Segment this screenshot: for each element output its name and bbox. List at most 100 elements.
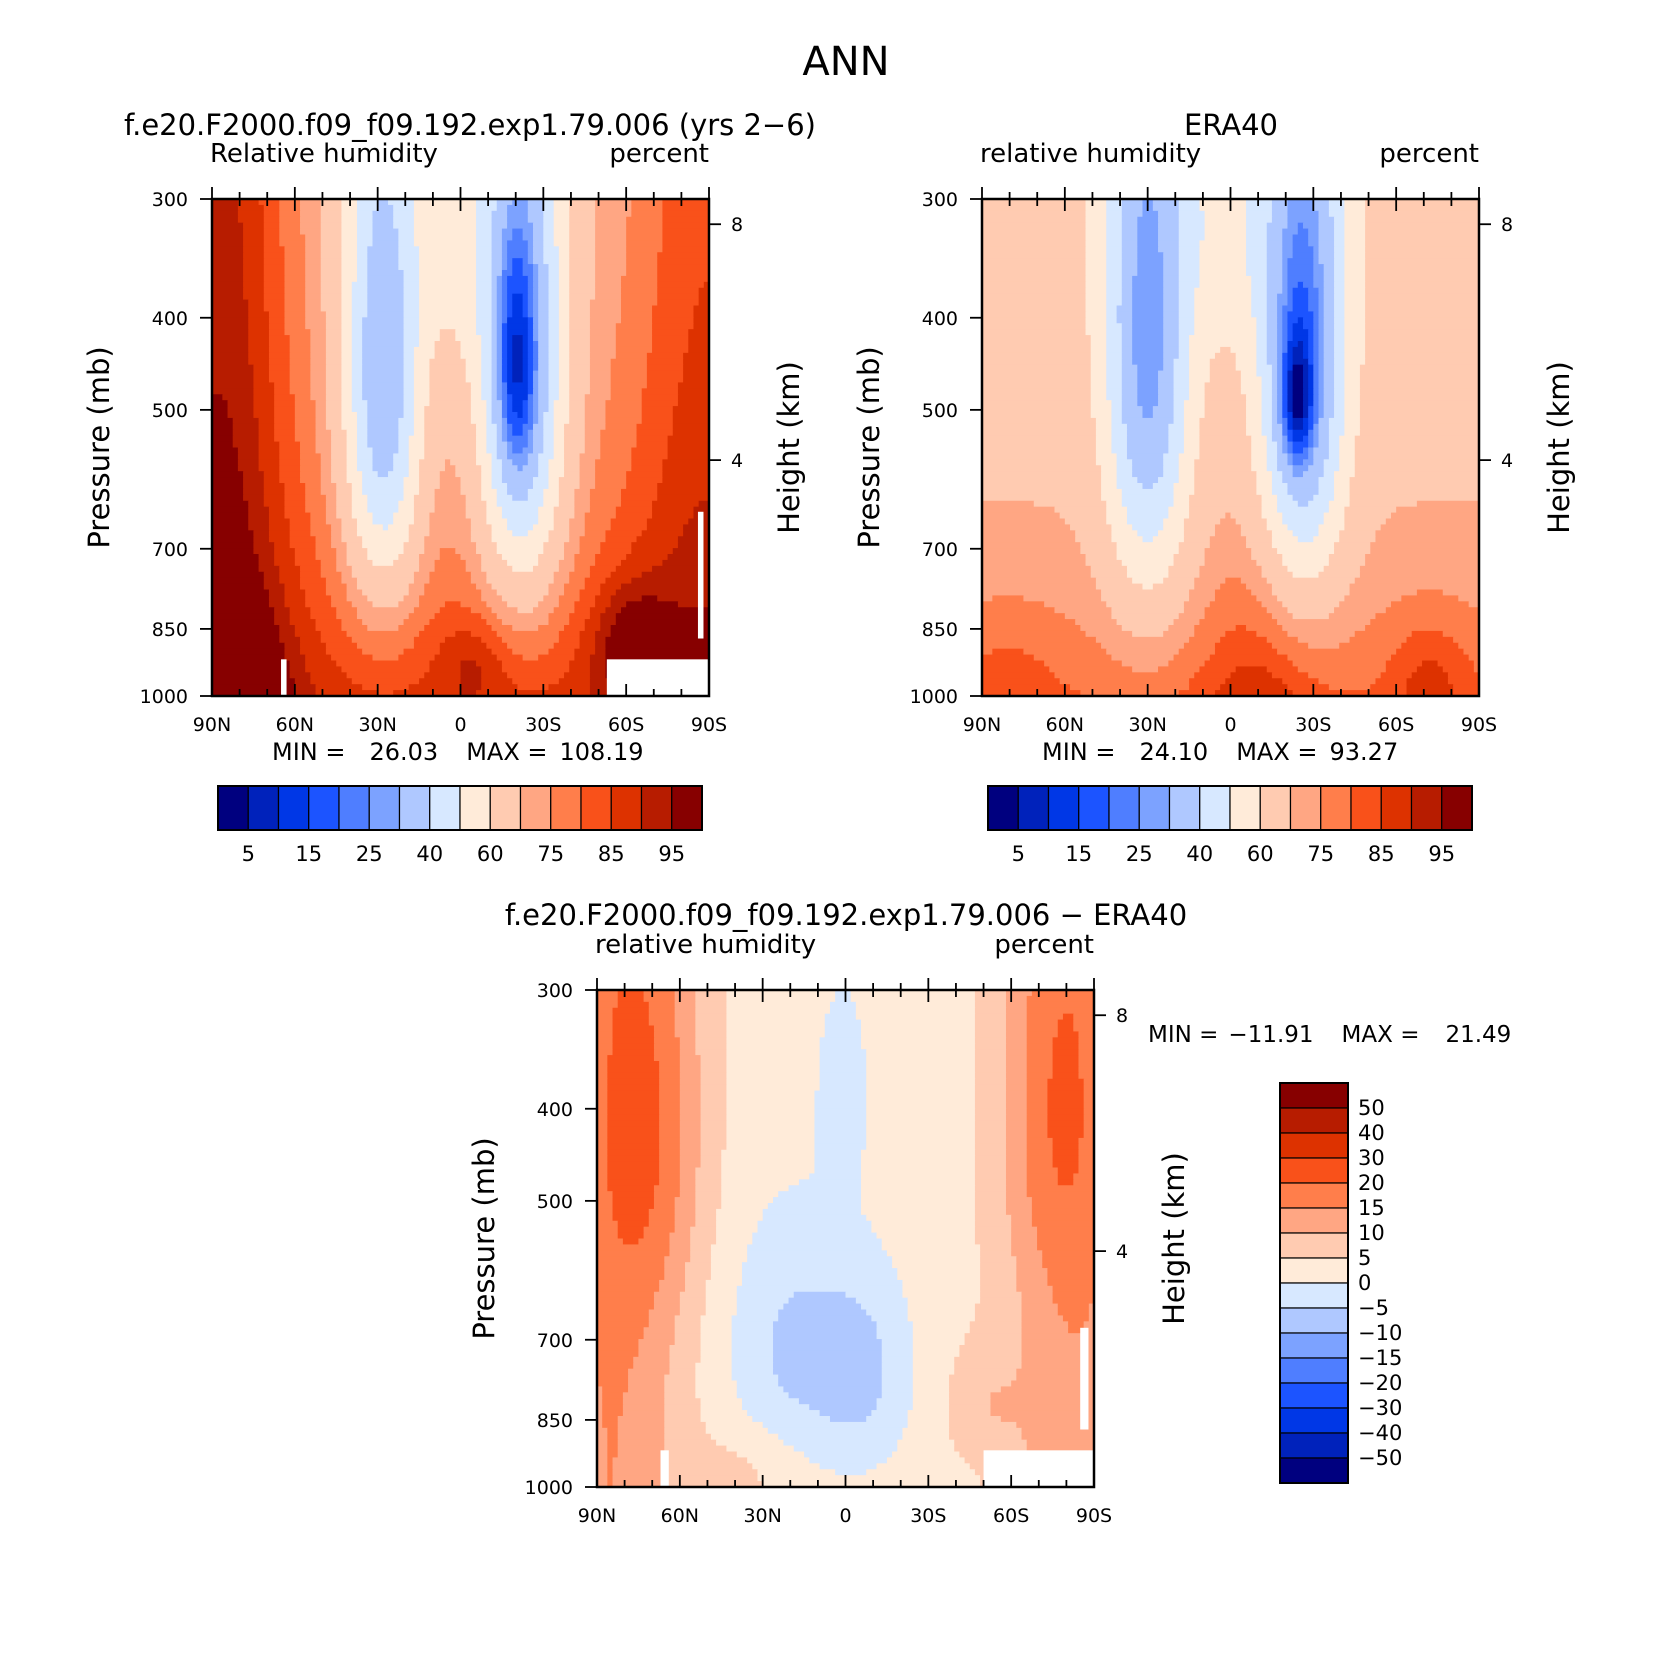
x-tick-label: 30N bbox=[743, 1505, 781, 1527]
stats-max-value: 93.27 bbox=[1330, 738, 1399, 766]
x-tick-label: 90S bbox=[691, 714, 727, 736]
y2-tick-label: 8 bbox=[731, 214, 743, 236]
colorbar-label: 85 bbox=[598, 842, 625, 866]
chart-panel-1: f.e20.F2000.f09_f09.192.exp1.79.006 (yrs… bbox=[82, 108, 816, 866]
colorbar-swatch bbox=[1108, 785, 1140, 831]
missing-data-region bbox=[281, 659, 287, 696]
stats-min-label: MIN = bbox=[272, 738, 345, 766]
x-tick-label: 60S bbox=[608, 714, 644, 736]
panel-title: f.e20.F2000.f09_f09.192.exp1.79.006 − ER… bbox=[505, 898, 1187, 932]
right-subtitle: percent bbox=[609, 139, 709, 169]
colorbar-swatch bbox=[610, 785, 643, 831]
colorbar-label: 5 bbox=[1358, 1246, 1371, 1270]
colorbar-label: 75 bbox=[1307, 842, 1334, 866]
colorbar-label: −10 bbox=[1358, 1321, 1402, 1345]
y-tick-label: 500 bbox=[922, 400, 958, 422]
colorbar-swatch bbox=[1047, 785, 1080, 831]
y-tick-label: 850 bbox=[922, 619, 958, 641]
colorbar-swatch bbox=[1380, 785, 1413, 831]
colorbar-label: 30 bbox=[1358, 1146, 1385, 1170]
stats-max-value: 108.19 bbox=[560, 738, 644, 766]
colorbar-swatch bbox=[1259, 785, 1292, 831]
contour-field bbox=[597, 990, 1094, 1487]
colorbar-label: 15 bbox=[295, 842, 322, 866]
colorbar-label: −20 bbox=[1358, 1371, 1402, 1395]
colorbar-swatch bbox=[1279, 1257, 1349, 1284]
y-tick-label: 1000 bbox=[140, 686, 188, 708]
x-tick-label: 60S bbox=[993, 1505, 1029, 1527]
colorbar-label: 20 bbox=[1358, 1171, 1385, 1195]
stats-max-label: MAX = bbox=[1236, 738, 1317, 766]
colorbar-swatch bbox=[1279, 1357, 1349, 1384]
colorbar-label: 40 bbox=[416, 842, 443, 866]
colorbar-label: 75 bbox=[537, 842, 564, 866]
colorbar-label: 25 bbox=[1126, 842, 1153, 866]
stats-min-label: MIN = bbox=[1148, 1022, 1218, 1048]
colorbar-label: −50 bbox=[1358, 1446, 1402, 1470]
colorbar-label: 95 bbox=[1428, 842, 1455, 866]
colorbar-swatch bbox=[459, 785, 491, 831]
y-tick-label: 300 bbox=[537, 980, 573, 1002]
x-tick-label: 90N bbox=[578, 1505, 616, 1527]
x-tick-label: 30N bbox=[358, 714, 396, 736]
y-tick-label: 1000 bbox=[910, 686, 958, 708]
missing-data-region bbox=[1080, 1327, 1089, 1430]
colorbar-label: 85 bbox=[1368, 842, 1395, 866]
y2-axis-label: Height (km) bbox=[1542, 361, 1576, 534]
colorbar-label: −15 bbox=[1358, 1346, 1402, 1370]
y-tick-label: 400 bbox=[152, 308, 188, 330]
colorbar-swatch bbox=[1320, 785, 1352, 831]
x-tick-label: 90S bbox=[1076, 1505, 1112, 1527]
x-tick-label: 30S bbox=[910, 1505, 946, 1527]
y-tick-label: 500 bbox=[152, 400, 188, 422]
x-tick-label: 0 bbox=[839, 1505, 851, 1527]
colorbar-swatch bbox=[368, 785, 401, 831]
colorbar-swatch bbox=[1289, 785, 1322, 831]
y-axis-label: Pressure (mb) bbox=[852, 346, 886, 548]
y-tick-label: 1000 bbox=[525, 1477, 573, 1499]
x-tick-label: 60S bbox=[1378, 714, 1414, 736]
left-subtitle: relative humidity bbox=[980, 139, 1201, 169]
x-tick-label: 90S bbox=[1461, 714, 1497, 736]
right-subtitle: percent bbox=[1379, 139, 1479, 169]
colorbar-swatch bbox=[519, 785, 552, 831]
stats-min-label: MIN = bbox=[1042, 738, 1115, 766]
y-axis-label: Pressure (mb) bbox=[82, 346, 116, 548]
y2-tick-label: 8 bbox=[1501, 214, 1513, 236]
colorbar-swatch bbox=[1279, 1232, 1349, 1259]
stats-max-value: 21.49 bbox=[1445, 1022, 1511, 1048]
colorbar-swatch bbox=[1279, 1282, 1349, 1309]
panel-title: ERA40 bbox=[1184, 108, 1278, 142]
stats-min-max: MIN = 26.03 MAX = 108.19 bbox=[272, 738, 644, 766]
colorbar-label: 60 bbox=[477, 842, 504, 866]
missing-data-region bbox=[606, 659, 709, 696]
y2-axis-label: Height (km) bbox=[1157, 1152, 1191, 1325]
panels-layer: f.e20.F2000.f09_f09.192.exp1.79.006 (yrs… bbox=[82, 108, 1576, 1527]
colorbar-swatch bbox=[217, 785, 249, 831]
colorbar-label: 15 bbox=[1065, 842, 1092, 866]
y2-tick-label: 4 bbox=[1501, 450, 1513, 472]
stats-min-max: MIN = 24.10 MAX = 93.27 bbox=[1042, 738, 1398, 766]
colorbar-swatch bbox=[640, 785, 673, 831]
colorbar-swatch bbox=[277, 785, 310, 831]
panel-title: f.e20.F2000.f09_f09.192.exp1.79.006 (yrs… bbox=[124, 108, 816, 142]
colorbar-label: 25 bbox=[356, 842, 383, 866]
y-tick-label: 700 bbox=[537, 1330, 573, 1352]
colorbar-label: −30 bbox=[1358, 1396, 1402, 1420]
colorbar-swatch bbox=[1350, 785, 1382, 831]
y-tick-label: 500 bbox=[537, 1191, 573, 1213]
right-subtitle: percent bbox=[994, 930, 1094, 960]
x-tick-label: 60N bbox=[276, 714, 314, 736]
stats-min-value: −11.91 bbox=[1228, 1022, 1313, 1048]
x-tick-label: 90N bbox=[963, 714, 1001, 736]
stats-min-value: 26.03 bbox=[369, 738, 438, 766]
colorbar-label: 5 bbox=[1012, 842, 1025, 866]
colorbar-swatch bbox=[1279, 1457, 1349, 1484]
y2-tick-label: 4 bbox=[731, 450, 743, 472]
colorbar-swatch bbox=[1279, 1307, 1349, 1334]
stats-max-label: MAX = bbox=[466, 738, 547, 766]
y-tick-label: 300 bbox=[922, 189, 958, 211]
